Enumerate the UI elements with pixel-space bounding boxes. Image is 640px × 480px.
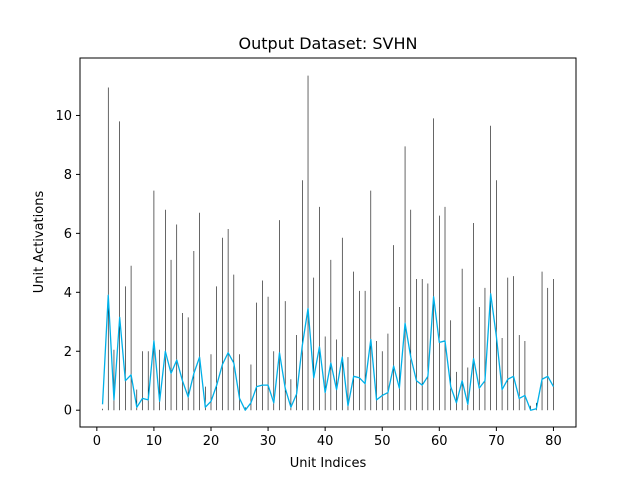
y-tick-label: 2: [64, 345, 72, 360]
x-tick-label: 70: [488, 434, 505, 449]
x-axis: 0 10 20 30 40 50 60 70 80: [93, 427, 562, 449]
y-axis-label: Unit Activations: [32, 191, 47, 294]
y-tick-label: 0: [64, 404, 72, 419]
x-tick-label: 40: [317, 434, 334, 449]
x-tick-label: 20: [203, 434, 220, 449]
x-tick-label: 80: [545, 434, 562, 449]
x-axis-label: Unit Indices: [290, 456, 367, 471]
plot-frame: [79, 57, 577, 428]
x-tick-label: 10: [146, 434, 163, 449]
activation-line: [101, 293, 555, 411]
x-tick-label: 60: [431, 434, 448, 449]
y-tick-label: 6: [64, 227, 72, 242]
y-axis: 0 2 4 6 8 10: [55, 109, 80, 419]
x-tick-label: 0: [93, 434, 101, 449]
plot-area: [79, 57, 577, 428]
y-tick-label: 4: [64, 286, 72, 301]
y-tick-label: 8: [64, 168, 72, 183]
x-tick-label: 30: [260, 434, 277, 449]
chart-title: Output Dataset: SVHN: [239, 34, 418, 53]
x-tick-label: 50: [374, 434, 391, 449]
y-tick-label: 10: [55, 109, 72, 124]
